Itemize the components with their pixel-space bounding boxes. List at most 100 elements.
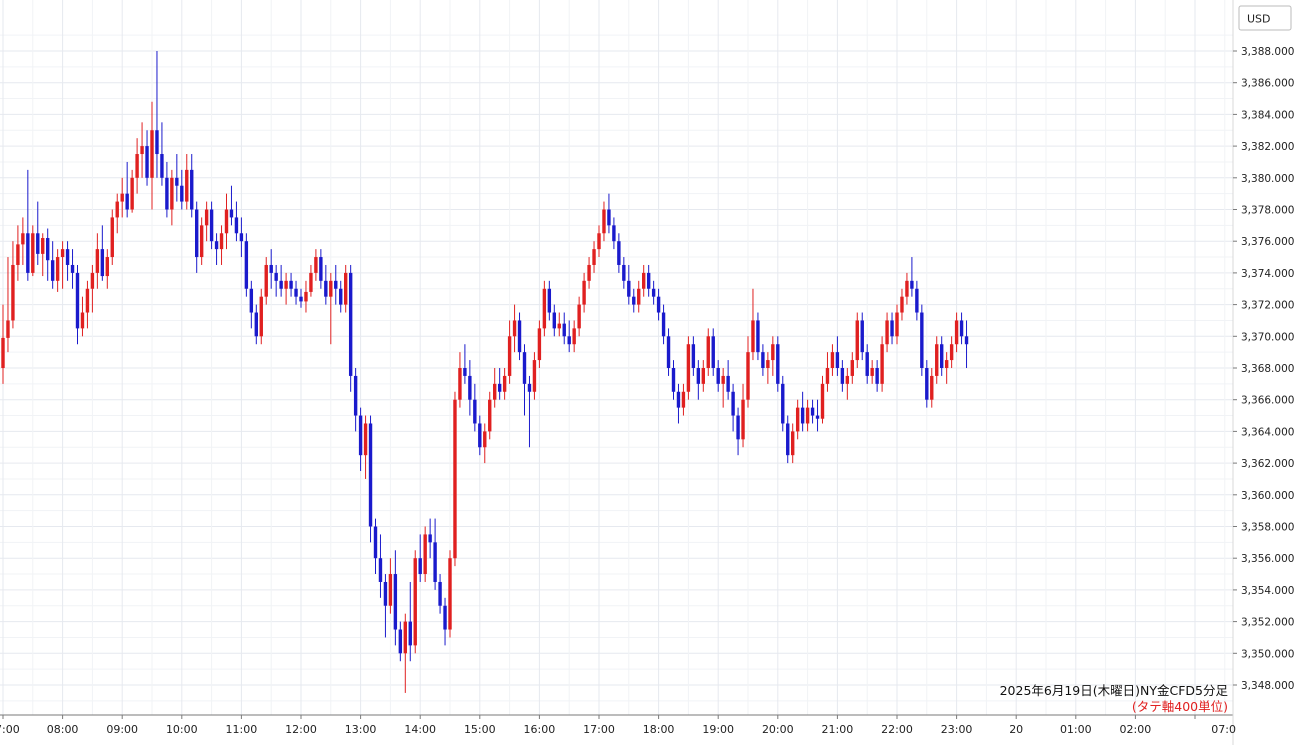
candle-body [562,323,566,337]
candle-body [468,375,472,400]
candle-body [671,368,676,392]
x-tick-label: 02:00 [1120,723,1152,736]
candle [671,360,676,400]
candle-body [329,280,333,297]
candle [646,264,651,297]
candle [170,169,174,226]
candle [761,344,765,376]
candle-body [875,368,879,384]
candle [721,368,725,408]
candle [413,550,417,654]
candle-body [75,272,80,329]
candle-body [547,288,552,313]
candle [949,336,954,368]
x-tick-label: 15:00 [464,723,496,736]
candle [900,288,904,321]
chart-caption-scale: (タテ軸400単位) [1132,699,1228,714]
candle-body [348,272,353,376]
candle [428,518,432,559]
candle [726,360,730,400]
candle-body [587,264,591,281]
candle-body [681,391,686,408]
candle-body [845,375,850,384]
candle-body [656,296,661,313]
candle-body [592,249,596,265]
candle [204,201,209,242]
candle [756,312,760,361]
candle-body [895,312,899,337]
candle [274,264,278,297]
candle [905,272,909,305]
candle-body [448,558,452,630]
candle-body [190,169,194,210]
candle-body [746,352,750,400]
candle-body [140,146,144,155]
candle-body [344,272,348,305]
candle-body [26,233,30,273]
candle-body [736,415,740,440]
candle-body [115,201,119,218]
candle-body [433,542,437,582]
y-tick-label: 3,360.000 [1241,490,1294,502]
candle-body [800,407,805,424]
candle [512,304,517,353]
candle-body [612,225,616,242]
candle-body [791,431,795,456]
candle-body [642,272,646,289]
x-tick-label: 20:00 [762,723,794,736]
y-tick-label: 3,370.000 [1241,331,1294,343]
candle [244,233,249,297]
candle [681,383,686,416]
candle-body [289,280,293,289]
candle [940,336,944,376]
candle [334,264,338,305]
candle [840,360,845,392]
candle [36,201,40,265]
candle-body [676,391,681,408]
candle-body [572,328,576,345]
y-tick-label: 3,376.000 [1241,236,1294,248]
candle-body [314,257,318,273]
candle-body [31,233,35,273]
candle-body [269,264,273,273]
x-tick-label: 20 [1009,723,1023,736]
candle-body [855,320,859,361]
candle-body [393,574,398,630]
candle-body [6,320,10,338]
candle [795,399,800,440]
candle [70,249,75,289]
x-tick-label: 13:00 [345,723,377,736]
candle [686,336,691,400]
candle-body [229,209,234,218]
candle [190,154,194,218]
candle [542,280,547,337]
candle [95,233,100,289]
candle-body [244,241,249,289]
candle [110,209,114,265]
candle [135,138,139,194]
candle [825,352,830,392]
candle-body [622,264,626,281]
x-tick-label: 22:00 [881,723,913,736]
candle [21,217,25,265]
candle [656,288,661,321]
candle [165,161,169,218]
candle [309,264,313,297]
candle [6,257,10,353]
candle-body [219,233,224,250]
candle [50,241,55,289]
candle [358,407,363,472]
candle [666,328,671,376]
x-tick-label: 10:00 [166,723,198,736]
y-tick-label: 3,382.000 [1241,141,1294,153]
candle [865,344,869,384]
candle-body [16,244,20,265]
y-tick-label: 3,380.000 [1241,173,1294,185]
candle-body [378,558,383,582]
candle [264,257,268,305]
candle [16,225,20,281]
candle-body [488,399,492,432]
candle-body [542,288,547,329]
candle-body [135,154,139,178]
candle-body [373,526,378,559]
